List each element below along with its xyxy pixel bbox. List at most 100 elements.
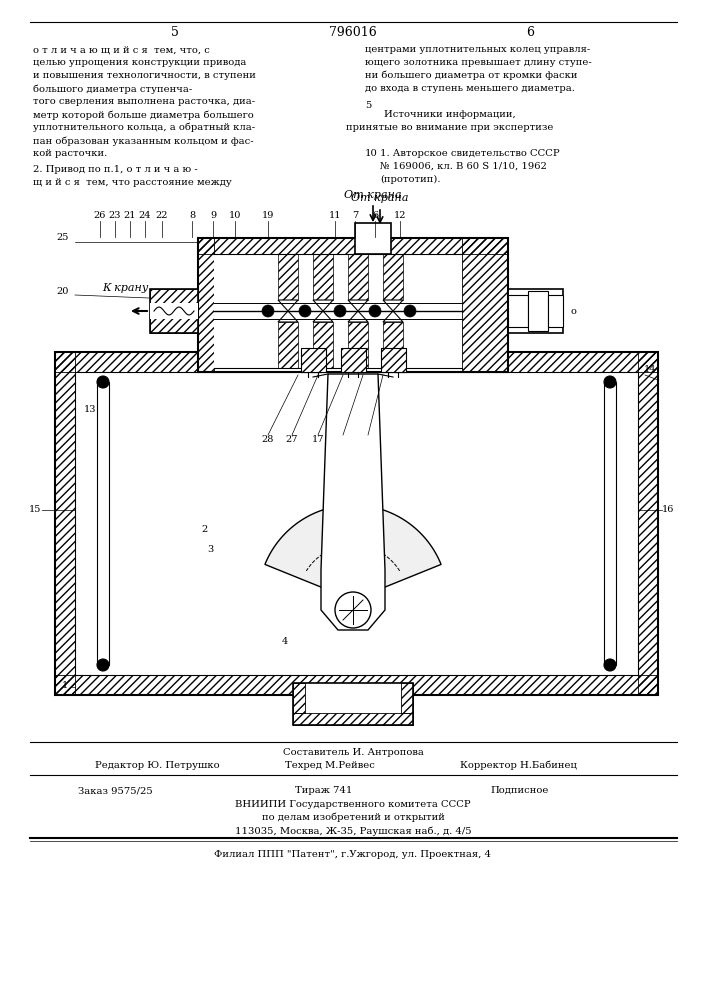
- Text: Редактор Ю. Петрушко: Редактор Ю. Петрушко: [95, 761, 220, 770]
- Text: Филиал ППП "Патент", г.Ужгород, ул. Проектная, 4: Филиал ППП "Патент", г.Ужгород, ул. Прое…: [214, 850, 491, 859]
- Circle shape: [299, 305, 311, 317]
- Text: Подписное: Подписное: [490, 786, 549, 795]
- Text: 1. Авторское свидетельство СССР: 1. Авторское свидетельство СССР: [380, 149, 560, 158]
- Text: 8: 8: [189, 211, 195, 220]
- Text: 796016: 796016: [329, 25, 377, 38]
- Circle shape: [97, 376, 109, 388]
- Text: ВНИИПИ Государственного комитета СССР: ВНИИПИ Государственного комитета СССР: [235, 800, 471, 809]
- Circle shape: [404, 305, 416, 317]
- Text: 19: 19: [262, 211, 274, 220]
- Bar: [55, 352, 75, 695]
- Text: (прототип).: (прототип).: [380, 175, 440, 184]
- Text: 6: 6: [372, 211, 378, 220]
- Circle shape: [262, 305, 274, 317]
- Text: 2: 2: [202, 526, 208, 534]
- Text: К крану: К крану: [102, 283, 148, 293]
- Polygon shape: [313, 311, 333, 322]
- Text: 23: 23: [109, 211, 121, 220]
- Text: 5: 5: [365, 101, 371, 110]
- Bar: [341, 348, 366, 372]
- Text: 25: 25: [57, 233, 69, 242]
- Bar: [604, 382, 616, 665]
- Text: ющего золотника превышает длину ступе-: ющего золотника превышает длину ступе-: [365, 58, 592, 67]
- Bar: [214, 254, 462, 368]
- Polygon shape: [278, 300, 298, 311]
- Text: 18: 18: [362, 436, 374, 444]
- Polygon shape: [278, 311, 298, 322]
- Text: щ и й с я  тем, что расстояние между: щ и й с я тем, что расстояние между: [33, 178, 232, 187]
- Bar: [401, 683, 413, 713]
- Bar: [508, 289, 563, 333]
- Bar: [508, 295, 528, 327]
- Circle shape: [97, 659, 109, 671]
- Polygon shape: [383, 311, 403, 322]
- Bar: [150, 289, 198, 333]
- Polygon shape: [383, 300, 403, 311]
- Bar: [462, 238, 508, 372]
- Circle shape: [334, 305, 346, 317]
- Polygon shape: [265, 505, 441, 600]
- Bar: [198, 238, 508, 254]
- Text: 10: 10: [365, 149, 378, 158]
- Circle shape: [604, 376, 616, 388]
- Text: пан образован указанным кольцом и фас-: пан образован указанным кольцом и фас-: [33, 136, 254, 145]
- Text: того сверления выполнена расточка, диа-: того сверления выполнена расточка, диа-: [33, 97, 255, 106]
- Bar: [55, 352, 658, 372]
- Text: 1: 1: [62, 680, 68, 690]
- Text: 10: 10: [229, 211, 241, 220]
- Text: 4: 4: [282, 638, 288, 647]
- Text: 21: 21: [124, 211, 136, 220]
- Text: 6: 6: [526, 25, 534, 38]
- Circle shape: [335, 592, 371, 628]
- Text: 24: 24: [139, 211, 151, 220]
- Bar: [348, 254, 368, 300]
- Bar: [383, 322, 403, 368]
- Text: 13: 13: [83, 406, 96, 414]
- Bar: [528, 291, 548, 331]
- Bar: [150, 303, 198, 319]
- Text: 14: 14: [644, 365, 656, 374]
- Bar: [548, 295, 563, 327]
- Bar: [341, 348, 366, 372]
- Text: 2. Привод по п.1, о т л и ч а ю -: 2. Привод по п.1, о т л и ч а ю -: [33, 165, 198, 174]
- Text: до входа в ступень меньшего диаметра.: до входа в ступень меньшего диаметра.: [365, 84, 575, 93]
- Bar: [75, 372, 638, 675]
- Text: Составитель И. Антропова: Составитель И. Антропова: [283, 748, 423, 757]
- Text: 16: 16: [662, 506, 674, 514]
- Text: От крана: От крана: [351, 193, 409, 203]
- Text: о т л и ч а ю щ и й с я  тем, что, с: о т л и ч а ю щ и й с я тем, что, с: [33, 45, 210, 54]
- Text: метр которой больше диаметра большего: метр которой больше диаметра большего: [33, 110, 254, 119]
- Text: кой расточки.: кой расточки.: [33, 149, 107, 158]
- Bar: [198, 238, 508, 372]
- Text: Источники информации,: Источники информации,: [384, 110, 516, 119]
- Text: уплотнительного кольца, а обратный кла-: уплотнительного кольца, а обратный кла-: [33, 123, 255, 132]
- Bar: [293, 683, 413, 725]
- Text: 113035, Москва, Ж-35, Раушская наб., д. 4/5: 113035, Москва, Ж-35, Раушская наб., д. …: [235, 826, 472, 836]
- Text: 22: 22: [156, 211, 168, 220]
- Text: 12: 12: [394, 211, 407, 220]
- Text: большого диаметра ступенча-: большого диаметра ступенча-: [33, 84, 192, 94]
- Bar: [301, 348, 326, 372]
- Bar: [381, 348, 406, 372]
- Text: Техред М.Рейвес: Техред М.Рейвес: [285, 761, 375, 770]
- Bar: [55, 352, 658, 695]
- Text: Тираж 741: Тираж 741: [295, 786, 352, 795]
- Bar: [150, 289, 198, 333]
- Text: 5: 5: [340, 436, 346, 444]
- Text: Корректор Н.Бабинец: Корректор Н.Бабинец: [460, 761, 577, 770]
- Text: 7: 7: [352, 211, 358, 220]
- Polygon shape: [321, 374, 385, 630]
- Text: 28: 28: [262, 436, 274, 444]
- Text: 11: 11: [329, 211, 341, 220]
- Text: принятые во внимание при экспертизе: принятые во внимание при экспертизе: [346, 123, 554, 132]
- Bar: [301, 348, 326, 372]
- Text: о: о: [570, 306, 576, 316]
- Text: 15: 15: [29, 506, 41, 514]
- Bar: [293, 683, 305, 713]
- Text: ни большего диаметра от кромки фаски: ни большего диаметра от кромки фаски: [365, 71, 578, 81]
- Polygon shape: [348, 311, 368, 322]
- Text: 3: 3: [207, 546, 213, 554]
- Bar: [638, 352, 658, 695]
- Text: и повышения технологичности, в ступени: и повышения технологичности, в ступени: [33, 71, 256, 80]
- Bar: [278, 254, 298, 300]
